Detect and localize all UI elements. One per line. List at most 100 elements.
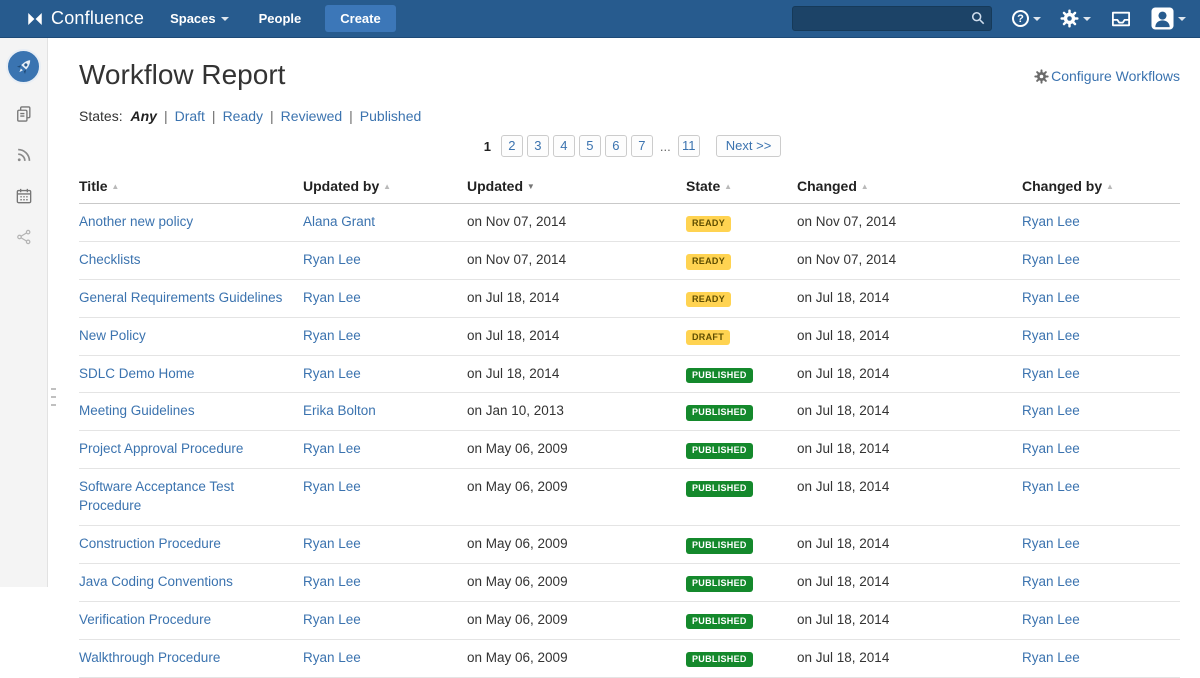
cell-updated-by: Ryan Lee bbox=[303, 317, 467, 356]
page-link-title[interactable]: Construction Procedure bbox=[79, 536, 221, 552]
page-link-title[interactable]: Verification Procedure bbox=[79, 611, 212, 627]
page-link-title[interactable]: Meeting Guidelines bbox=[79, 403, 195, 419]
user-menu[interactable] bbox=[1151, 7, 1186, 30]
user-link-changed-by[interactable]: Ryan Lee bbox=[1022, 327, 1080, 343]
page-link-title[interactable]: Software Acceptance Test Procedure bbox=[79, 479, 235, 514]
cell-title: Verification Procedure bbox=[79, 601, 303, 640]
search-icon[interactable] bbox=[971, 11, 985, 30]
user-link-updated-by[interactable]: Ryan Lee bbox=[303, 289, 361, 305]
column-label: Updated by bbox=[303, 178, 384, 194]
states-filter: States: Any | Draft | Ready | Reviewed | Publish… bbox=[79, 108, 1180, 124]
search-input[interactable] bbox=[792, 6, 992, 31]
create-button[interactable]: Create bbox=[325, 5, 396, 32]
state-filter-draft[interactable]: Draft bbox=[174, 108, 205, 124]
cell-title: Checklists bbox=[79, 241, 303, 280]
page-title: Workflow Report bbox=[79, 59, 286, 90]
calendar-icon[interactable] bbox=[13, 185, 35, 207]
page-link-6[interactable]: 6 bbox=[604, 135, 627, 157]
help-menu[interactable]: ? bbox=[1012, 10, 1041, 27]
cell-state: PUBLISHED bbox=[686, 525, 797, 564]
page-link-title[interactable]: SDLC Demo Home bbox=[79, 365, 195, 381]
page-link-title[interactable]: Checklists bbox=[79, 251, 141, 267]
user-link-updated-by[interactable]: Ryan Lee bbox=[303, 441, 361, 457]
page-link-title[interactable]: Walkthrough Procedure bbox=[79, 649, 221, 665]
notifications-tray[interactable] bbox=[1110, 10, 1132, 28]
user-link-changed-by[interactable]: Ryan Lee bbox=[1022, 573, 1080, 589]
column-header-changed[interactable]: Changed ▲ bbox=[797, 170, 1022, 204]
cell-changed: on Jul 18, 2014 bbox=[797, 639, 1022, 678]
page-link-title[interactable]: Java Coding Conventions bbox=[79, 573, 233, 589]
column-header-state[interactable]: State ▲ bbox=[686, 170, 797, 204]
column-label: Changed by bbox=[1022, 178, 1107, 194]
user-link-changed-by[interactable]: Ryan Lee bbox=[1022, 536, 1080, 552]
user-link-changed-by[interactable]: Ryan Lee bbox=[1022, 214, 1080, 229]
sort-desc-icon: ▼ bbox=[526, 182, 535, 191]
state-filter-published[interactable]: Published bbox=[359, 108, 422, 124]
column-header-updated[interactable]: Updated ▼ bbox=[467, 170, 686, 204]
pages-icon[interactable] bbox=[13, 103, 35, 125]
configure-workflows-link[interactable]: Configure Workflows bbox=[1034, 68, 1180, 84]
settings-menu[interactable] bbox=[1060, 9, 1091, 28]
cell-title: Project Approval Procedure bbox=[79, 430, 303, 470]
page-link-title[interactable]: New Policy bbox=[79, 327, 146, 343]
sort-asc-icon: ▲ bbox=[1106, 182, 1114, 191]
user-link-changed-by[interactable]: Ryan Lee bbox=[1022, 611, 1080, 627]
page-link-title[interactable]: Another new policy bbox=[79, 214, 194, 229]
column-header-changed-by[interactable]: Changed by ▲ bbox=[1022, 170, 1180, 204]
cell-updated-by: Ryan Lee bbox=[303, 279, 467, 318]
user-link-updated-by[interactable]: Ryan Lee bbox=[303, 611, 361, 627]
page-link-3[interactable]: 3 bbox=[526, 135, 549, 157]
user-link-changed-by[interactable]: Ryan Lee bbox=[1022, 441, 1080, 457]
user-link-changed-by[interactable]: Ryan Lee bbox=[1022, 365, 1080, 381]
share-icon[interactable] bbox=[13, 226, 35, 248]
sidebar-resize-grip[interactable] bbox=[51, 388, 59, 406]
user-link-updated-by[interactable]: Ryan Lee bbox=[303, 536, 361, 552]
chevron-down-icon bbox=[1083, 16, 1091, 21]
help-icon: ? bbox=[1012, 10, 1029, 27]
user-link-changed-by[interactable]: Ryan Lee bbox=[1022, 251, 1080, 267]
next-page-button[interactable]: Next >> bbox=[715, 135, 782, 157]
cell-changed-by: Ryan Lee bbox=[1022, 525, 1180, 564]
feed-icon[interactable] bbox=[13, 144, 35, 166]
space-logo-rocket[interactable] bbox=[6, 49, 41, 84]
sort-asc-icon: ▲ bbox=[383, 182, 392, 191]
user-link-updated-by[interactable]: Ryan Lee bbox=[303, 251, 361, 267]
space-sidebar bbox=[0, 38, 48, 587]
status-badge: PUBLISHED bbox=[686, 575, 753, 592]
user-link-changed-by[interactable]: Ryan Lee bbox=[1022, 649, 1080, 665]
cell-changed: on Jul 18, 2014 bbox=[797, 563, 1022, 602]
nav-people[interactable]: People bbox=[259, 11, 302, 26]
user-link-updated-by[interactable]: Ryan Lee bbox=[303, 479, 361, 495]
user-link-updated-by[interactable]: Ryan Lee bbox=[303, 365, 361, 381]
status-badge: PUBLISHED bbox=[686, 613, 753, 630]
state-filter-ready[interactable]: Ready bbox=[222, 108, 264, 124]
confluence-logo[interactable]: Confluence bbox=[26, 8, 144, 29]
user-link-updated-by[interactable]: Ryan Lee bbox=[303, 649, 361, 665]
cell-updated-by: Ryan Lee bbox=[303, 468, 467, 527]
user-link-changed-by[interactable]: Ryan Lee bbox=[1022, 479, 1080, 495]
cell-updated: on May 06, 2009 bbox=[467, 601, 686, 640]
page-link-5[interactable]: 5 bbox=[578, 135, 601, 157]
column-header-updated-by[interactable]: Updated by ▲ bbox=[303, 170, 467, 204]
page-link-title[interactable]: General Requirements Guidelines bbox=[79, 289, 283, 305]
page-link-title[interactable]: Project Approval Procedure bbox=[79, 441, 244, 457]
nav-spaces-menu[interactable]: Spaces bbox=[170, 11, 229, 26]
cell-changed-by: Ryan Lee bbox=[1022, 203, 1180, 242]
user-link-changed-by[interactable]: Ryan Lee bbox=[1022, 403, 1080, 419]
column-header-title[interactable]: Title ▲ bbox=[79, 170, 303, 204]
user-link-changed-by[interactable]: Ryan Lee bbox=[1022, 289, 1080, 305]
user-link-updated-by[interactable]: Ryan Lee bbox=[303, 573, 361, 589]
state-filter-reviewed[interactable]: Reviewed bbox=[280, 108, 343, 124]
cell-state: PUBLISHED bbox=[686, 563, 797, 602]
user-link-updated-by[interactable]: Erika Bolton bbox=[303, 403, 376, 419]
cell-title: Walkthrough Procedure bbox=[79, 639, 303, 678]
page-link-2[interactable]: 2 bbox=[500, 135, 523, 157]
cell-title: General Requirements Guidelines bbox=[79, 279, 303, 318]
tray-icon bbox=[1110, 10, 1132, 28]
user-link-updated-by[interactable]: Ryan Lee bbox=[303, 327, 361, 343]
page-link-11[interactable]: 11 bbox=[677, 135, 700, 157]
user-link-updated-by[interactable]: Alana Grant bbox=[303, 214, 376, 229]
page-link-4[interactable]: 4 bbox=[552, 135, 575, 157]
page-link-7[interactable]: 7 bbox=[630, 135, 653, 157]
cell-changed-by: Ryan Lee bbox=[1022, 392, 1180, 432]
